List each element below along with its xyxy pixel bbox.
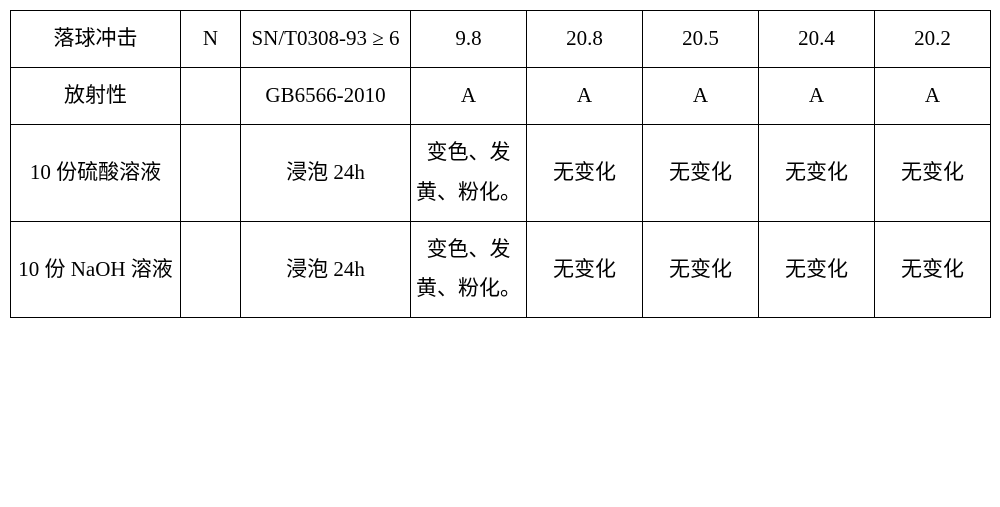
cell: 10 份硫酸溶液 xyxy=(11,124,181,221)
cell: 浸泡 24h xyxy=(241,124,411,221)
cell xyxy=(181,124,241,221)
cell: N xyxy=(181,11,241,68)
cell: 浸泡 24h xyxy=(241,221,411,318)
cell: SN/T0308-93 ≥ 6 xyxy=(241,11,411,68)
cell: 变色、发黄、粉化。 xyxy=(411,124,527,221)
cell: 变色、发黄、粉化。 xyxy=(411,221,527,318)
cell: 10 份 NaOH 溶液 xyxy=(11,221,181,318)
cell: 无变化 xyxy=(527,221,643,318)
data-table: 落球冲击 N SN/T0308-93 ≥ 6 9.8 20.8 20.5 20.… xyxy=(10,10,991,318)
cell: 无变化 xyxy=(527,124,643,221)
cell: GB6566-2010 xyxy=(241,67,411,124)
cell xyxy=(181,67,241,124)
cell: 20.8 xyxy=(527,11,643,68)
cell: A xyxy=(643,67,759,124)
cell: 无变化 xyxy=(643,221,759,318)
cell: 无变化 xyxy=(875,124,991,221)
table-row: 落球冲击 N SN/T0308-93 ≥ 6 9.8 20.8 20.5 20.… xyxy=(11,11,991,68)
cell: 无变化 xyxy=(759,124,875,221)
cell: 无变化 xyxy=(875,221,991,318)
cell: 落球冲击 xyxy=(11,11,181,68)
cell: A xyxy=(875,67,991,124)
cell xyxy=(181,221,241,318)
cell: A xyxy=(527,67,643,124)
cell: 9.8 xyxy=(411,11,527,68)
cell: A xyxy=(411,67,527,124)
cell: 无变化 xyxy=(759,221,875,318)
cell: A xyxy=(759,67,875,124)
table-row: 10 份硫酸溶液 浸泡 24h 变色、发黄、粉化。 无变化 无变化 无变化 无变… xyxy=(11,124,991,221)
cell: 无变化 xyxy=(643,124,759,221)
cell: 放射性 xyxy=(11,67,181,124)
table-row: 10 份 NaOH 溶液 浸泡 24h 变色、发黄、粉化。 无变化 无变化 无变… xyxy=(11,221,991,318)
cell: 20.4 xyxy=(759,11,875,68)
cell: 20.2 xyxy=(875,11,991,68)
table-row: 放射性 GB6566-2010 A A A A A xyxy=(11,67,991,124)
cell: 20.5 xyxy=(643,11,759,68)
